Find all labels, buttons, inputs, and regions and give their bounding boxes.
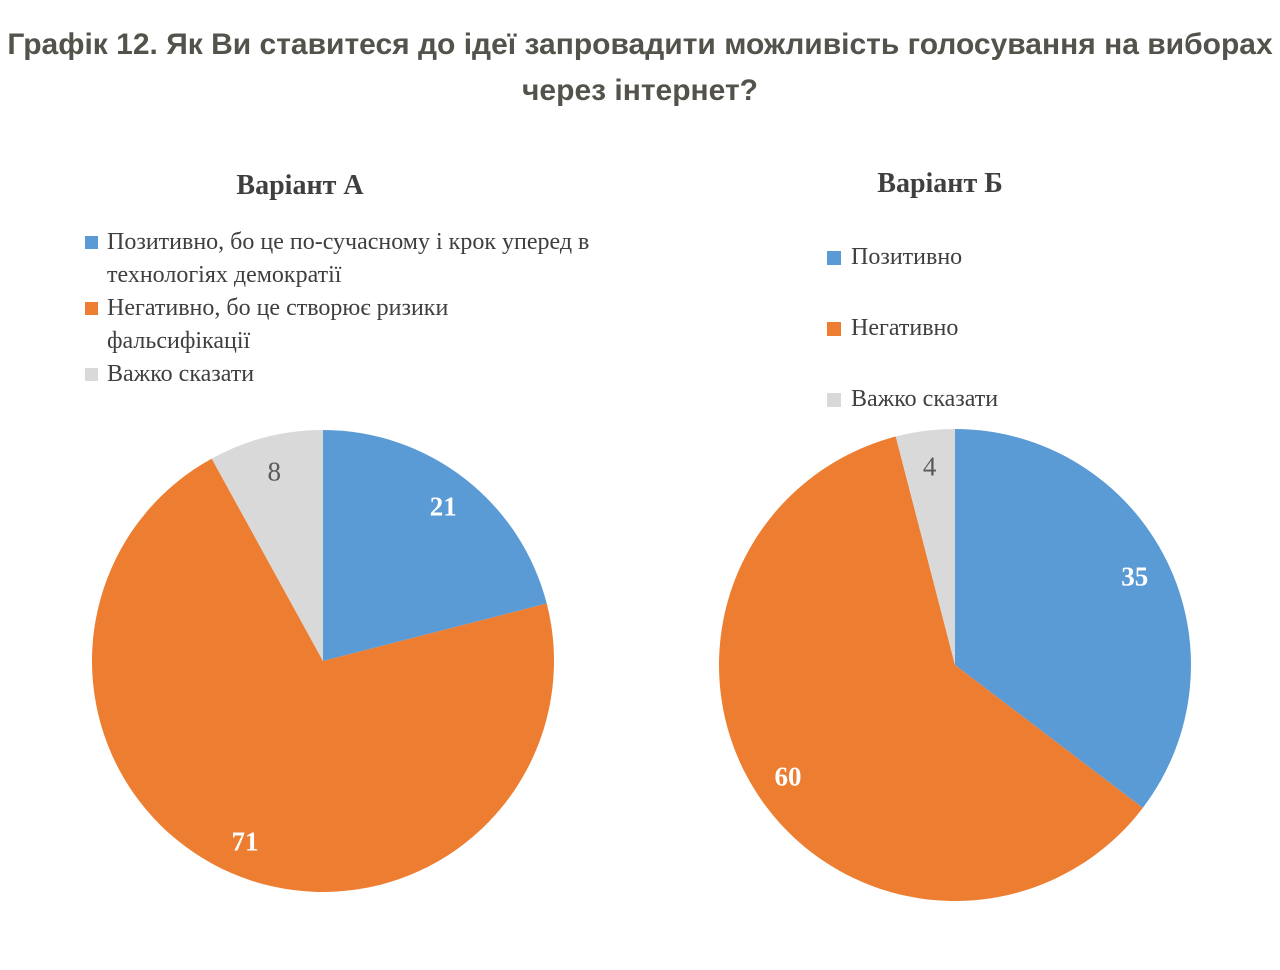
slice-value-label: 4	[923, 451, 937, 481]
legend-marker-blue-icon	[827, 250, 841, 265]
legend-label-negative: Негативно	[851, 315, 959, 341]
legend-item-negative: Негативно, бо це створює ризики фальсифі…	[85, 292, 590, 358]
pie-slice	[895, 429, 955, 665]
page-title-line2: через інтернет?	[522, 74, 758, 107]
pie-slice	[323, 430, 547, 661]
slice-value-label: 8	[267, 456, 281, 486]
pie-chart-variant-a: 21 71 8	[91, 430, 554, 892]
legend-item-undecided: Важко сказати	[827, 386, 998, 413]
chart-b-title: Варіант Б	[877, 168, 1003, 199]
legend-item-positive: Позитивно	[827, 244, 998, 271]
chart-a-legend: Позитивно, бо це по-сучасному і крок упе…	[85, 226, 590, 391]
chart-b-legend: Позитивно Негативно Важко сказати	[827, 244, 998, 457]
legend-marker-orange-icon	[85, 302, 98, 315]
legend-item-positive: Позитивно, бо це по-сучасному і крок упе…	[85, 226, 590, 292]
legend-marker-gray-icon	[85, 368, 98, 381]
pie-slice	[211, 430, 323, 661]
pie-chart-variant-b: 35 60 4	[719, 429, 1191, 901]
slice-value-label: 21	[430, 491, 457, 521]
legend-marker-gray-icon	[827, 392, 841, 407]
legend-label-positive: Позитивно, бо це по-сучасному і крок упе…	[107, 229, 590, 288]
pie-slice	[719, 436, 1143, 901]
page-title: Графік 12. Як Ви ставитеся до ідеї запро…	[0, 22, 1280, 114]
legend-label-undecided: Важко сказати	[107, 361, 255, 387]
chart-a-title: Варіант А	[236, 170, 364, 201]
legend-label-negative: Негативно, бо це створює ризики фальсифі…	[107, 295, 449, 354]
slice-value-label: 35	[1121, 561, 1148, 591]
pie-slice	[91, 458, 554, 892]
legend-marker-blue-icon	[85, 236, 98, 249]
legend-label-undecided: Важко сказати	[851, 386, 999, 412]
legend-marker-orange-icon	[827, 321, 841, 336]
slice-value-label: 60	[775, 762, 802, 792]
page-title-line1: Графік 12. Як Ви ставитеся до ідеї запро…	[7, 28, 1273, 61]
legend-item-negative: Негативно	[827, 315, 998, 342]
pie-slice	[955, 429, 1191, 808]
slice-value-label: 71	[232, 827, 259, 857]
legend-label-positive: Позитивно	[851, 244, 963, 270]
legend-item-undecided: Важко сказати	[85, 358, 590, 391]
